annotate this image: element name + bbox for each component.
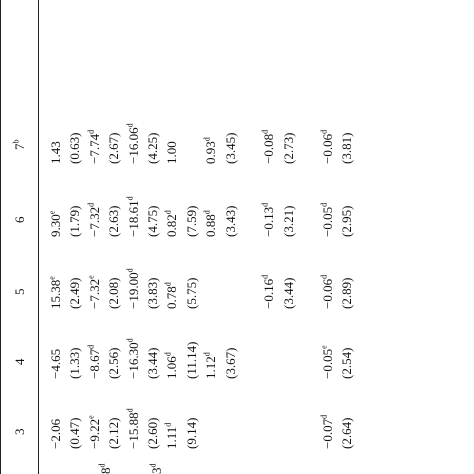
table-cell: 0.93d: [202, 137, 219, 164]
table-cell: (3.67): [222, 347, 238, 379]
table-cell: 1.12d: [202, 352, 219, 379]
header-rule: [38, 0, 39, 474]
table-cell: (2.56): [106, 347, 122, 379]
table-cell: (3.43): [222, 205, 238, 237]
table-cell: 1.06d: [164, 352, 180, 379]
table-cell: −16.06d: [125, 123, 141, 164]
column-header: 7b: [11, 139, 27, 151]
column-header: 4: [12, 358, 27, 366]
table-cell: (2.67): [106, 132, 122, 164]
table-cell: −0.16d: [261, 274, 277, 309]
table-cell: (2.64): [339, 417, 354, 449]
table-cell: −9.22e: [86, 415, 102, 449]
table-cell: 0.78d: [164, 282, 180, 309]
table-cell: −0.06d: [319, 274, 335, 309]
table-cell: (2.73): [280, 132, 296, 164]
table-cell: (1.33): [67, 347, 83, 379]
table-cell: (2.95): [339, 205, 354, 237]
table-cell: −0.08d: [261, 129, 277, 164]
table-cell: (0.63): [67, 132, 83, 164]
table-cell: −7.32e: [86, 275, 102, 309]
table-cell: −0.13d: [261, 202, 277, 237]
row-label-fragment-visible: 3d: [148, 463, 164, 474]
table-cell: (3.45): [222, 132, 238, 164]
table-cell: (2.08): [106, 277, 122, 309]
table-cell: −0.07d: [319, 414, 335, 449]
column-header: 6: [12, 216, 27, 224]
table-cell: −4.65: [48, 348, 63, 379]
table-cell: 15.38e: [47, 276, 63, 309]
table-cell: −18.61d: [125, 196, 141, 237]
table-cell: (3.44): [145, 347, 160, 379]
table-cell: (3.44): [280, 277, 296, 309]
table-cell: (2.89): [339, 277, 354, 309]
table-cell: (2.54): [339, 347, 354, 379]
table-cell: (4.25): [145, 132, 160, 164]
table-cell: 1.00: [164, 141, 180, 164]
table-cell: (3.83): [145, 277, 160, 309]
table-cell: −0.06d: [319, 129, 335, 164]
table-cell: (9.14): [183, 417, 199, 449]
table-cell: −16.30d: [125, 338, 141, 379]
table-cell: 0.88d: [202, 210, 219, 237]
table-cell: (4.75): [145, 205, 160, 237]
table-cell: (5.75): [183, 277, 199, 309]
table-cell: (2.49): [67, 277, 83, 309]
table-cell: −8.67d: [86, 344, 102, 379]
table-cell: −15.88d: [125, 408, 141, 449]
table-cell: (0.47): [67, 417, 83, 449]
table-cell: −7.74d: [86, 129, 102, 164]
top-rule: [0, 0, 1, 474]
table-cell: −19.00d: [125, 268, 141, 309]
table-cell: (1.79): [67, 205, 83, 237]
table-cell: 1.11d: [164, 422, 180, 449]
table-cell: 1.43: [48, 141, 63, 164]
table-cell: −7.32d: [86, 202, 102, 237]
table-cell: (7.59): [183, 205, 199, 237]
table-cell: −2.06: [48, 418, 63, 449]
table-cell: (3.21): [280, 205, 296, 237]
table-cell: (11.14): [183, 341, 199, 379]
table-cell: (2.12): [106, 417, 122, 449]
table-cell: (2.63): [106, 205, 122, 237]
column-header: 5: [12, 288, 27, 296]
table-cell: (2.60): [145, 417, 160, 449]
table-cell: −0.05e: [319, 345, 335, 379]
table-cell: −0.05d: [319, 202, 335, 237]
table-cell: 9.30e: [47, 210, 63, 237]
column-header: 3: [12, 428, 27, 436]
table-cell: 0.82d: [164, 210, 180, 237]
table-cell: (3.81): [339, 132, 354, 164]
row-label-fragment-visible: 8d: [97, 463, 113, 474]
